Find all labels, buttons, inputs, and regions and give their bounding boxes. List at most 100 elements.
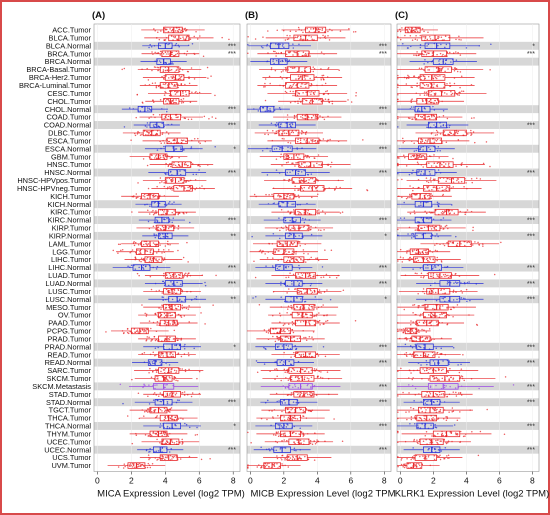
jitter-point [303, 440, 305, 442]
jitter-point [414, 193, 417, 196]
jitter-point [421, 116, 424, 118]
jitter-point [310, 93, 312, 95]
jitter-point [290, 300, 292, 302]
jitter-point [180, 139, 183, 141]
jitter-point [423, 30, 425, 33]
jitter-point [449, 212, 451, 214]
jitter-point [406, 250, 408, 252]
jitter-point [134, 251, 137, 254]
jitter-point [180, 186, 183, 188]
jitter-point [288, 408, 290, 410]
jitter-point [442, 109, 445, 112]
jitter-point [445, 187, 447, 189]
jitter-point [269, 150, 271, 152]
jitter-point [150, 288, 153, 291]
jitter-point [296, 418, 299, 420]
jitter-point [291, 407, 294, 410]
jitter-point [411, 249, 414, 251]
box [419, 74, 446, 81]
jitter-point [416, 252, 418, 255]
jitter-point [321, 29, 323, 31]
jitter-point [268, 194, 270, 196]
jitter-point [324, 213, 327, 215]
jitter-point [177, 352, 180, 354]
jitter-point [311, 307, 314, 309]
jitter-point [442, 297, 445, 300]
jitter-point [159, 181, 161, 184]
jitter-point [126, 328, 129, 330]
jitter-point [447, 186, 449, 189]
jitter-point [430, 275, 433, 278]
jitter-point [453, 69, 456, 72]
jitter-point [145, 339, 147, 342]
jitter-point [292, 90, 294, 93]
jitter-point [272, 60, 274, 62]
jitter-point [198, 141, 200, 143]
jitter-point [256, 371, 259, 373]
jitter-point [303, 169, 305, 172]
jitter-point [149, 250, 151, 252]
jitter-point [300, 186, 303, 188]
jitter-point [294, 442, 296, 445]
jitter-point [300, 116, 302, 118]
significance-mark: *** [379, 384, 387, 391]
jitter-point [287, 235, 290, 237]
jitter-point [309, 55, 311, 57]
jitter-point [286, 38, 289, 41]
jitter-point [177, 418, 179, 420]
jitter-point [453, 82, 456, 85]
jitter-point [429, 314, 432, 316]
jitter-point [324, 249, 326, 251]
jitter-point [177, 380, 179, 382]
jitter-point [415, 28, 418, 31]
jitter-point [463, 281, 466, 284]
jitter-point [174, 344, 176, 347]
jitter-point [422, 149, 424, 151]
jitter-point [421, 251, 424, 254]
jitter-point [313, 274, 315, 276]
jitter-point [308, 30, 311, 33]
jitter-point [426, 52, 428, 54]
jitter-point [287, 337, 290, 339]
jitter-point [164, 115, 167, 118]
jitter-point [313, 323, 316, 326]
jitter-point [444, 54, 446, 57]
row-band [247, 398, 391, 407]
jitter-point [429, 86, 432, 88]
jitter-point [254, 38, 257, 40]
jitter-point [143, 268, 145, 270]
jitter-point [433, 141, 436, 143]
jitter-point [181, 391, 184, 394]
jitter-point [282, 324, 285, 326]
jitter-point [170, 355, 172, 358]
jitter-point [452, 186, 455, 188]
jitter-point [165, 181, 168, 184]
jitter-point [418, 331, 420, 333]
jitter-point [295, 253, 297, 255]
panel-label: (A) [92, 10, 105, 21]
jitter-point [183, 169, 186, 172]
jitter-point [415, 249, 418, 252]
jitter-point [304, 370, 307, 372]
jitter-point [306, 156, 308, 159]
jitter-point [419, 34, 421, 37]
jitter-point [405, 165, 408, 167]
row-band [94, 422, 240, 430]
jitter-point [272, 232, 275, 235]
jitter-point [425, 177, 428, 179]
jitter-point [302, 353, 305, 356]
jitter-point [314, 117, 316, 119]
jitter-point [299, 141, 302, 144]
jitter-point [431, 138, 434, 140]
jitter-point [302, 259, 304, 261]
jitter-point [297, 314, 299, 316]
box [169, 90, 190, 97]
jitter-point [154, 347, 157, 349]
jitter-point [284, 387, 287, 389]
jitter-point [175, 324, 177, 326]
jitter-point [309, 273, 311, 275]
jitter-point [151, 338, 153, 341]
jitter-point [431, 115, 433, 118]
jitter-point [426, 38, 429, 41]
jitter-point [275, 147, 278, 150]
